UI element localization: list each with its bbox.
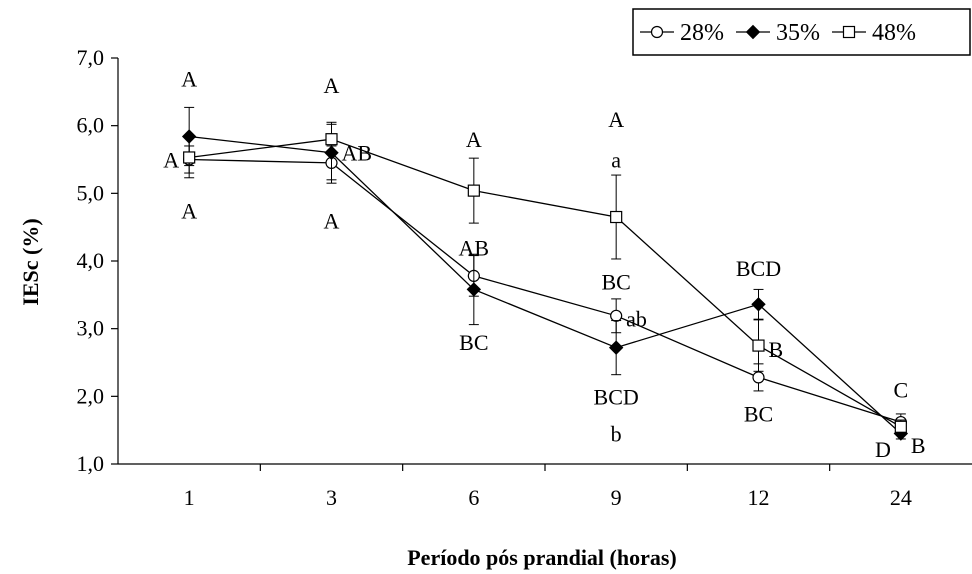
data-point: [610, 309, 623, 322]
significance-label: B: [911, 433, 926, 458]
x-axis-title: Período pós prandial (horas): [407, 545, 677, 570]
x-tick-label: 9: [611, 485, 622, 510]
y-tick-label: 7,0: [77, 45, 105, 70]
y-tick-label: 4,0: [77, 248, 105, 273]
legend-item: 35%: [736, 20, 820, 46]
data-point: [894, 420, 907, 433]
significance-label: a: [611, 148, 621, 173]
legend-label: 35%: [776, 20, 820, 46]
data-point: [325, 133, 338, 146]
y-axis-title: IESc (%): [18, 218, 43, 305]
legend-label: 28%: [680, 20, 724, 46]
significance-label: A: [466, 127, 482, 152]
legend-item: 28%: [640, 20, 724, 46]
series-layer: [181, 106, 909, 441]
significance-label: A: [163, 148, 179, 173]
data-point: [752, 371, 765, 384]
significance-label: b: [611, 422, 622, 447]
series-line: [189, 158, 902, 423]
data-point: [183, 151, 196, 164]
legend: 28% 35% 48%: [632, 8, 971, 56]
series-square: [183, 123, 907, 435]
significance-label: BCD: [594, 384, 639, 409]
significance-label: C: [893, 378, 908, 403]
significance-label: AB: [342, 141, 373, 166]
significance-label: AB: [459, 235, 490, 260]
y-tick-label: 1,0: [77, 451, 105, 476]
significance-label: A: [608, 107, 624, 132]
significance-label: BC: [601, 269, 630, 294]
series-line: [189, 138, 902, 428]
x-tick-label: 24: [890, 485, 912, 510]
significance-label: BC: [459, 330, 488, 355]
significance-label: D: [875, 437, 891, 462]
significance-label: B: [769, 337, 784, 362]
significance-label: BC: [744, 401, 773, 426]
legend-marker: [745, 24, 761, 40]
x-tick-label: 12: [748, 485, 770, 510]
significance-label: A: [181, 198, 197, 223]
y-tick-label: 5,0: [77, 180, 105, 205]
legend-marker: [650, 25, 664, 39]
legend-box: [632, 8, 971, 56]
data-point: [466, 282, 482, 297]
data-point: [752, 339, 765, 352]
data-point: [610, 210, 623, 224]
significance-label: A: [324, 73, 340, 98]
y-tick-label: 6,0: [77, 113, 105, 138]
significance-label: BCD: [736, 256, 781, 281]
significance-label: ab: [626, 307, 647, 332]
significance-label: A: [324, 208, 340, 233]
data-point: [608, 340, 624, 355]
y-tick-labels: 1,0 2,0 3,0 4,0 5,0 6,0 7,0: [77, 45, 105, 476]
legend-label: 48%: [872, 20, 916, 46]
x-tick-label: 3: [326, 485, 337, 510]
legend-marker: [842, 25, 856, 39]
data-point: [751, 297, 766, 312]
x-tick-label: 1: [184, 485, 195, 510]
series-circle: [183, 145, 907, 431]
x-tick-label: 6: [468, 485, 479, 510]
significance-label: A: [181, 66, 197, 91]
y-tick-label: 2,0: [77, 383, 105, 408]
x-tick-labels: 1 3 6 9 12 24: [184, 485, 912, 510]
y-tick-label: 3,0: [77, 316, 105, 341]
series-line: [189, 135, 902, 435]
axes: [111, 57, 972, 471]
data-point: [467, 184, 480, 197]
legend-item: 48%: [832, 20, 916, 46]
